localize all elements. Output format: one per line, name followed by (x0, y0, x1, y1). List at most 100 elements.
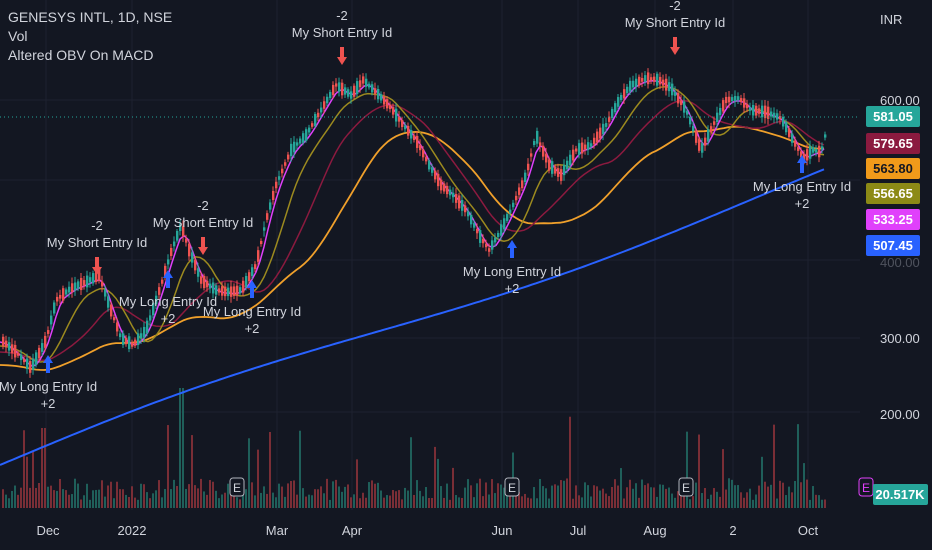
candle[interactable] (179, 224, 182, 232)
candle[interactable] (722, 100, 725, 112)
candle[interactable] (818, 145, 821, 158)
candle[interactable] (377, 88, 380, 100)
candle[interactable] (266, 213, 269, 220)
candle[interactable] (410, 129, 413, 139)
candle[interactable] (371, 84, 374, 93)
candle[interactable] (755, 105, 758, 116)
earnings-event[interactable]: E (678, 477, 694, 497)
candle[interactable] (746, 103, 749, 109)
candle[interactable] (98, 269, 101, 281)
candle[interactable] (359, 80, 362, 88)
candle[interactable] (461, 199, 464, 211)
candle[interactable] (785, 122, 788, 133)
candle[interactable] (176, 230, 179, 241)
candle[interactable] (539, 142, 542, 147)
candle[interactable] (422, 149, 425, 158)
candle[interactable] (632, 80, 635, 88)
candle[interactable] (389, 104, 392, 110)
candle[interactable] (551, 161, 554, 174)
candle[interactable] (812, 147, 815, 153)
candle[interactable] (710, 126, 713, 133)
candle[interactable] (638, 76, 641, 86)
candle[interactable] (161, 279, 164, 284)
candle[interactable] (287, 154, 290, 160)
candle[interactable] (527, 163, 530, 171)
candle[interactable] (236, 285, 239, 296)
candle[interactable] (233, 286, 236, 296)
candle[interactable] (584, 144, 587, 150)
candle[interactable] (317, 112, 320, 118)
candle[interactable] (569, 154, 572, 166)
candle[interactable] (5, 340, 8, 348)
candle[interactable] (224, 286, 227, 297)
candle[interactable] (320, 107, 323, 113)
candle[interactable] (284, 162, 287, 166)
candle[interactable] (623, 89, 626, 99)
candle[interactable] (488, 248, 491, 252)
candle[interactable] (170, 248, 173, 256)
candle[interactable] (575, 148, 578, 152)
candle[interactable] (491, 240, 494, 250)
candle[interactable] (464, 205, 467, 213)
candle[interactable] (62, 288, 65, 301)
candle[interactable] (500, 224, 503, 236)
candle[interactable] (281, 168, 284, 174)
candle[interactable] (503, 218, 506, 230)
candle[interactable] (509, 209, 512, 213)
candle[interactable] (146, 320, 149, 334)
event-marker[interactable] (504, 477, 520, 497)
candle[interactable] (173, 241, 176, 247)
candle[interactable] (788, 128, 791, 137)
candle[interactable] (563, 164, 566, 176)
candle[interactable] (272, 190, 275, 201)
candle[interactable] (650, 77, 653, 81)
candle[interactable] (470, 214, 473, 225)
candle[interactable] (203, 275, 206, 289)
candle[interactable] (2, 336, 5, 347)
candle[interactable] (764, 105, 767, 119)
candle[interactable] (698, 138, 701, 151)
candle[interactable] (557, 168, 560, 177)
candle[interactable] (749, 107, 752, 111)
candle[interactable] (275, 181, 278, 189)
candle[interactable] (455, 194, 458, 203)
candle[interactable] (386, 99, 389, 109)
candle[interactable] (677, 93, 680, 104)
candle[interactable] (662, 79, 665, 86)
candle[interactable] (518, 187, 521, 195)
candle[interactable] (104, 289, 107, 297)
candle[interactable] (776, 113, 779, 120)
candle[interactable] (425, 157, 428, 162)
candle[interactable] (188, 243, 191, 257)
candle[interactable] (368, 83, 371, 88)
candle[interactable] (644, 75, 647, 82)
earnings-event[interactable]: E (858, 477, 874, 497)
candle[interactable] (80, 277, 83, 291)
candle[interactable] (119, 333, 122, 338)
candle[interactable] (74, 282, 77, 291)
candle[interactable] (227, 287, 230, 297)
candle[interactable] (206, 280, 209, 288)
candle[interactable] (614, 103, 617, 113)
candle[interactable] (251, 267, 254, 277)
candle[interactable] (29, 361, 32, 373)
candle[interactable] (737, 96, 740, 101)
candle[interactable] (50, 315, 53, 325)
candle[interactable] (26, 358, 29, 370)
candle[interactable] (548, 159, 551, 171)
candle[interactable] (431, 167, 434, 173)
earnings-event[interactable]: E (229, 477, 245, 497)
candle[interactable] (86, 275, 89, 288)
candle[interactable] (362, 76, 365, 84)
candle[interactable] (365, 78, 368, 87)
candle[interactable] (791, 133, 794, 143)
candle[interactable] (164, 265, 167, 278)
candle[interactable] (452, 192, 455, 198)
candle[interactable] (185, 238, 188, 243)
candle[interactable] (11, 344, 14, 354)
candle[interactable] (68, 286, 71, 293)
candle[interactable] (299, 138, 302, 144)
candle[interactable] (596, 131, 599, 143)
candle[interactable] (8, 342, 11, 351)
candle[interactable] (395, 108, 398, 122)
